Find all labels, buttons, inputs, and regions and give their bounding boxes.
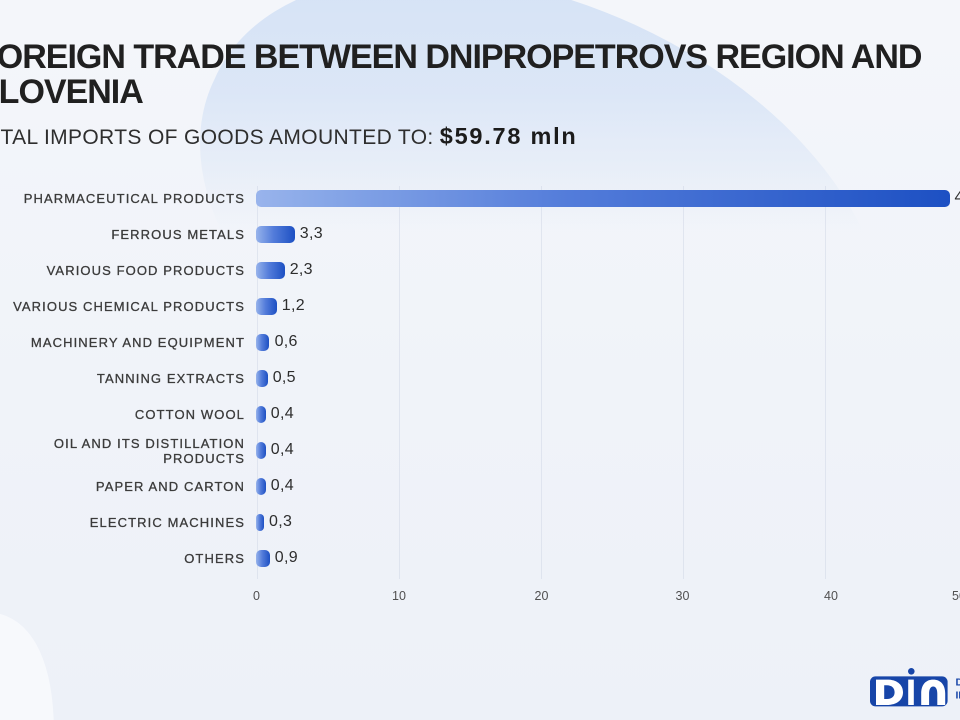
svg-text:DNIPRO: DNIPRO <box>956 677 960 689</box>
svg-text:INVEST: INVEST <box>956 690 960 702</box>
